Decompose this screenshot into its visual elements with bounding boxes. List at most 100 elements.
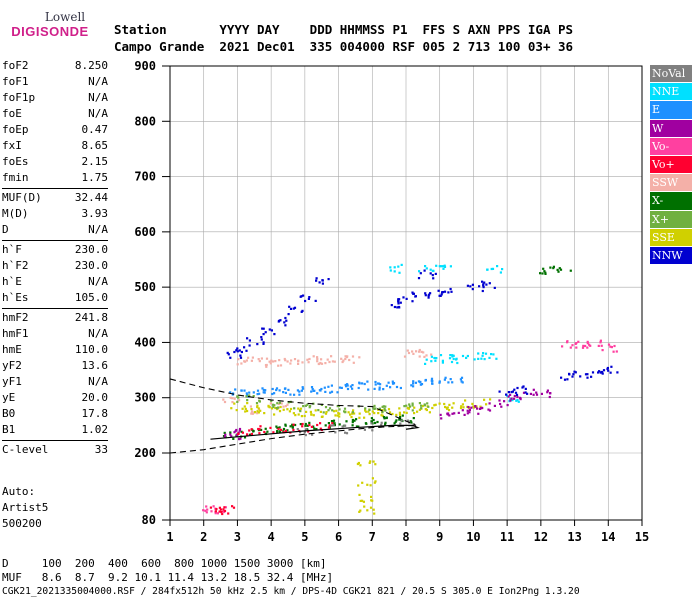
data-point-vo- [575, 342, 578, 345]
data-point-sse [235, 409, 238, 412]
data-point-w [481, 406, 484, 410]
data-point-nnw [574, 371, 577, 374]
data-point-e [363, 382, 366, 386]
data-point-ssw [344, 355, 347, 358]
param-value: 8.65 [81, 139, 109, 152]
data-point-w [223, 435, 226, 438]
data-point-e [275, 387, 279, 390]
data-point-vo- [301, 425, 304, 428]
data-point-nnw [515, 393, 519, 396]
data-point-nne [443, 264, 446, 267]
data-point-noval [341, 425, 344, 428]
param-name: yF1 [2, 375, 22, 388]
data-point-x- [252, 395, 255, 398]
logo-lowell: Lowell [44, 10, 86, 24]
param-name: foF1 [2, 75, 29, 88]
data-point-ssw [236, 363, 239, 366]
data-point-nnw [229, 356, 232, 359]
data-point-sse [464, 399, 467, 402]
data-point-sse [446, 406, 449, 409]
data-point-w [229, 433, 232, 436]
data-point-ssw [422, 351, 425, 354]
data-point-nne [490, 267, 493, 271]
data-point-nne [440, 265, 443, 268]
data-point-ssw [341, 360, 344, 364]
data-point-x- [276, 430, 279, 434]
data-point-nnw [304, 299, 307, 303]
data-point-sse [461, 403, 464, 406]
data-point-e [275, 388, 278, 392]
data-point-x- [420, 404, 423, 407]
data-point-x- [398, 418, 401, 421]
data-point-sse [371, 499, 374, 502]
data-point-e [273, 392, 276, 395]
data-point-vo- [569, 346, 572, 349]
data-point-nne [425, 267, 428, 270]
x-tick-label: 12 [534, 530, 548, 544]
data-point-e [412, 380, 415, 383]
data-point-e [346, 383, 349, 386]
data-point-nnw [437, 289, 440, 292]
data-point-w [535, 391, 538, 394]
distance-row: D 100 200 400 600 800 1000 1500 3000 [km… [2, 557, 327, 570]
data-point-e [271, 387, 274, 391]
y-tick-label: 400 [134, 335, 156, 349]
data-point-ssw [260, 357, 263, 360]
data-point-e [374, 380, 377, 384]
data-point-noval [296, 428, 299, 431]
data-point-ssw [418, 350, 421, 353]
data-point-sse [338, 415, 341, 418]
data-point-nnw [284, 324, 287, 327]
data-point-x- [289, 425, 292, 428]
legend-item-ssw: SSW [650, 174, 692, 193]
data-point-nnw [526, 392, 529, 395]
data-point-x- [264, 427, 267, 430]
data-point-x- [309, 405, 312, 408]
data-point-vo- [615, 350, 618, 353]
data-point-e [293, 393, 296, 396]
data-point-sse [256, 404, 259, 407]
data-point-ssw [412, 352, 415, 355]
data-point-x- [333, 422, 336, 426]
data-point-w [522, 391, 526, 394]
data-point-sse [309, 410, 312, 413]
data-point-nne [483, 358, 486, 361]
data-point-e [282, 391, 285, 394]
data-point-sse [336, 414, 339, 417]
data-point-sse [303, 414, 306, 418]
data-point-x- [275, 425, 278, 428]
data-point-nnw [560, 376, 563, 379]
data-point-e [327, 385, 330, 388]
data-point-vo- [218, 510, 221, 513]
data-point-ssw [358, 356, 361, 359]
data-point-ssw [317, 362, 320, 366]
data-point-sse [297, 413, 300, 416]
data-point-e [258, 392, 261, 395]
data-point-sse [243, 405, 246, 408]
data-point-nnw [471, 288, 474, 291]
data-point-sse [447, 409, 451, 412]
data-point-w [230, 435, 233, 438]
data-point-ssw [320, 362, 324, 365]
data-point-sse [403, 411, 406, 414]
data-point-w [233, 431, 236, 434]
header-labels: Station YYYY DAY DDD HHMMSS P1 FFS S AXN… [114, 22, 574, 37]
data-point-ssw [243, 360, 246, 363]
data-point-e [451, 381, 454, 384]
data-point-sse [324, 412, 328, 415]
data-point-w [529, 392, 532, 395]
data-point-nnw [248, 344, 251, 347]
data-point-ssw [282, 405, 285, 408]
data-point-sse [373, 481, 376, 484]
data-point-noval [370, 422, 373, 425]
data-point-vo- [222, 508, 225, 511]
data-point-e [287, 388, 290, 391]
auto-scaling-info: Auto: Artist5 500200 [2, 484, 48, 532]
data-point-x- [569, 269, 572, 272]
param-row: MUF(D) 32.44 [2, 190, 108, 206]
data-point-nnw [285, 319, 288, 322]
data-point-ssw [223, 400, 227, 404]
data-point-noval [380, 421, 383, 424]
data-point-x- [304, 404, 307, 407]
data-point-nne [393, 266, 396, 269]
